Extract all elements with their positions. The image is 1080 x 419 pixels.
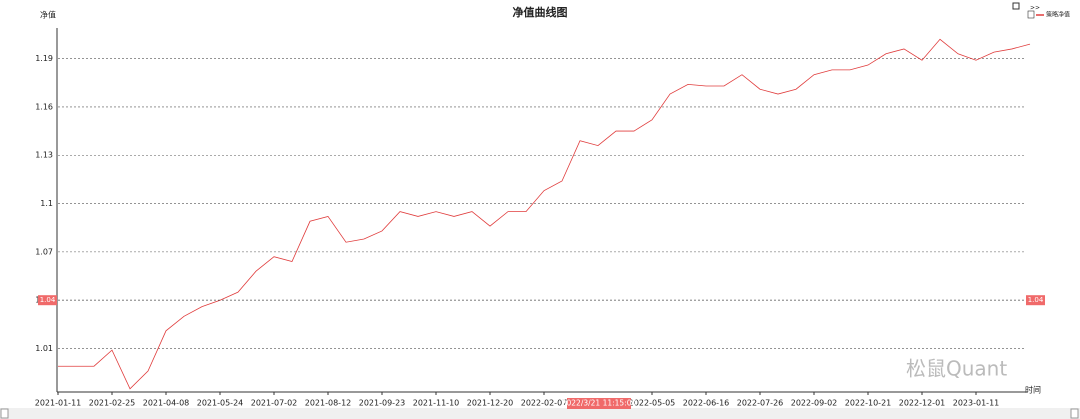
- icon: >>: [1030, 5, 1040, 12]
- x-tick-label: 2022-02-07: [521, 399, 568, 408]
- x-tick-label: 2021-11-10: [413, 399, 460, 408]
- x-tick-label: 2021-01-11: [35, 399, 82, 408]
- scrollbar[interactable]: [0, 408, 1080, 419]
- y-tick-label: 1.01: [35, 344, 53, 353]
- scroll-right[interactable]: [1070, 408, 1079, 419]
- x-tick-label: 2021-09-23: [359, 399, 406, 408]
- x-tick-label: 2022-05-05: [629, 399, 676, 408]
- x-tick-label: 2021-12-20: [467, 399, 514, 408]
- series-line: [58, 38, 1031, 390]
- icon[interactable]: [1012, 2, 1020, 10]
- x-tick-label: 2021-02-25: [89, 399, 136, 408]
- y-axis-label: 净值: [40, 10, 56, 20]
- crosshair-y-badge: [1026, 295, 1045, 306]
- x-tick-label: 2022-10-21: [845, 399, 892, 408]
- scroll-left[interactable]: [0, 408, 9, 419]
- crosshair-x-badge: [567, 398, 631, 409]
- y-tick-label: 1.13: [35, 151, 53, 160]
- x-tick-label: 2021-08-12: [305, 399, 352, 408]
- x-tick-label: 2022-07-26: [737, 399, 784, 408]
- x-tick-label: 2021-04-08: [143, 399, 190, 408]
- y-tick-label: 1.1: [40, 199, 53, 208]
- crosshair-y-label: 1.04: [40, 296, 56, 304]
- crosshair-y-label: 1.04: [1028, 296, 1044, 304]
- y-tick-label: 1.07: [35, 247, 53, 256]
- x-tick-label: 2023-01-11: [953, 399, 1000, 408]
- crosshair-y-badge: [38, 295, 57, 306]
- watermark: 松鼠Quant: [906, 357, 1007, 381]
- x-tick-label: 2022-09-02: [791, 399, 838, 408]
- crosshair-x-label: 2022/3/21 11:15:00: [562, 399, 637, 408]
- x-tick-label: 2021-05-24: [197, 399, 244, 408]
- y-tick-label: 1.19: [35, 54, 53, 63]
- chart-title: 净值曲线图: [513, 5, 568, 19]
- y-tick-label: 1.16: [35, 102, 53, 111]
- x-tick-label: 2022-06-16: [683, 399, 730, 408]
- x-tick-label: 2021-07-02: [251, 399, 298, 408]
- x-tick-label: 2022-12-01: [899, 399, 946, 408]
- legend-checkbox[interactable]: [1027, 10, 1035, 19]
- x-axis-label: 时间: [1025, 385, 1041, 395]
- legend-label: 策略净值: [1046, 11, 1070, 19]
